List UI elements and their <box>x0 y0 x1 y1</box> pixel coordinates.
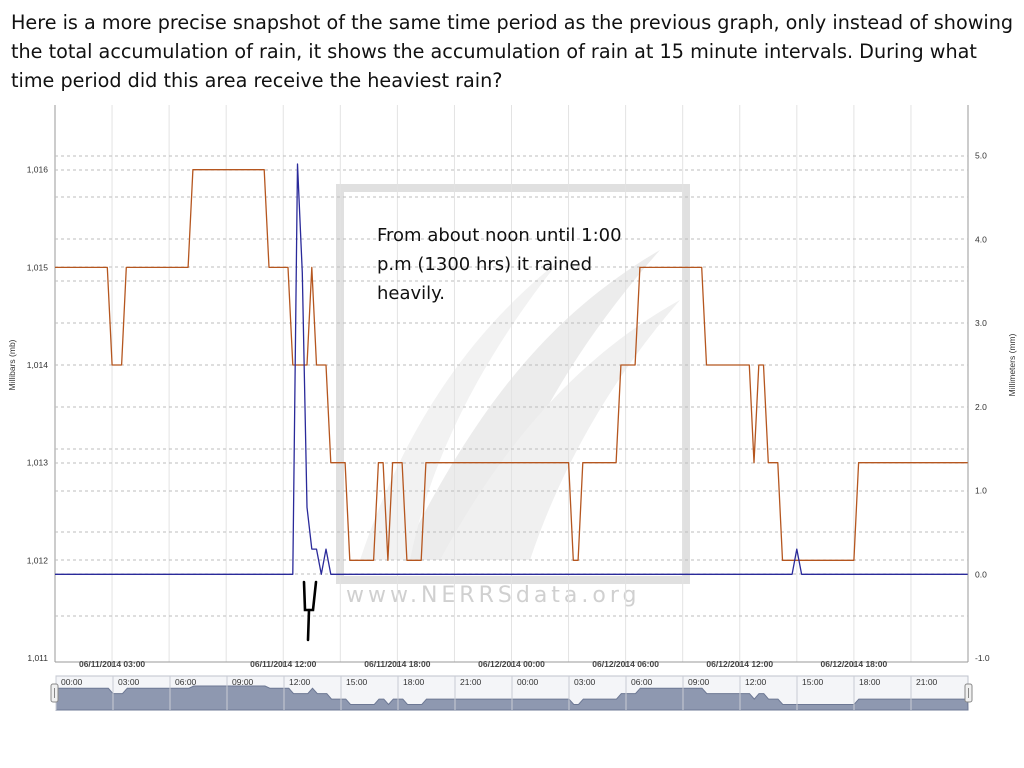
right-tick-label: 5.0 <box>975 151 987 161</box>
navigator-tick-label: 09:00 <box>688 677 710 687</box>
left-tick-label: 1,015 <box>27 262 49 272</box>
right-tick-label: 2.0 <box>975 402 987 412</box>
watermark-text: www.NERRSdata.org <box>346 583 640 608</box>
left-tick-label: 1,014 <box>27 360 49 370</box>
right-tick-label: 1.0 <box>975 486 987 496</box>
rain-series-line <box>55 163 968 575</box>
right-axis-title: Millimeters (mm) <box>1007 333 1017 396</box>
right-tick-label: 3.0 <box>975 318 987 328</box>
right-tick-label: 4.0 <box>975 234 987 244</box>
navigator-tick-label: 15:00 <box>802 677 824 687</box>
left-tick-label: 1,016 <box>27 165 49 175</box>
x-tick-label: 06/12/2014 06:00 <box>592 659 659 669</box>
question-text: Here is a more precise snapshot of the s… <box>11 11 1014 92</box>
x-tick-label: 06/11/2014 12:00 <box>250 659 316 669</box>
vertical-gridlines <box>111 105 912 662</box>
x-tick-label: 06/12/2014 12:00 <box>706 659 773 669</box>
navigator-tick-label: 18:00 <box>859 677 881 687</box>
time-navigator[interactable]: 00:00 03:00 06:00 09:00 12:00 15:00 18:00 21:00… <box>50 675 973 711</box>
left-tick-label: 1,012 <box>27 555 49 565</box>
left-tick-label: 1,011 <box>27 653 48 663</box>
x-tick-label: 06/11/2014 03:00 <box>79 659 145 669</box>
right-tick-label: -1.0 <box>975 653 990 663</box>
right-axis-ticks: -1.0 0.0 1.0 2.0 3.0 4.0 5.0 <box>975 151 990 663</box>
navigator-tick-label: 15:00 <box>346 677 368 687</box>
navigator-tick-label: 12:00 <box>289 677 311 687</box>
navigator-tick-label: 21:00 <box>460 677 482 687</box>
navigator-tick-label: 09:00 <box>232 677 254 687</box>
pressure-series-line <box>55 169 968 561</box>
left-tick-label: 1,013 <box>27 458 49 468</box>
x-tick-label: 06/12/2014 00:00 <box>478 659 545 669</box>
navigator-tick-label: 03:00 <box>118 677 140 687</box>
navigator-tick-label: 00:00 <box>517 677 539 687</box>
answer-callout: From about noon until 1:00 p.m (1300 hrs… <box>377 225 622 304</box>
navigator-tick-label: 00:00 <box>61 677 83 687</box>
navigator-tick-label: 06:00 <box>631 677 653 687</box>
x-axis-date-ticks: 06/11/2014 03:00 06/11/2014 12:00 06/11/20… <box>79 659 887 669</box>
navigator-ticks: 00:00 03:00 06:00 09:00 12:00 15:00 18:00 21:00… <box>55 676 938 710</box>
left-axis-title: Millibars (mb) <box>7 339 17 390</box>
left-axis-ticks: 1,011 1,012 1,013 1,014 1,015 1,016 <box>27 165 49 663</box>
navigator-tick-label: 06:00 <box>175 677 197 687</box>
x-tick-label: 06/11/2014 18:00 <box>364 659 430 669</box>
series-layer <box>55 163 968 575</box>
right-tick-label: 0.0 <box>975 569 987 579</box>
navigator-tick-label: 18:00 <box>403 677 425 687</box>
navigator-tick-label: 03:00 <box>574 677 596 687</box>
x-tick-label: 06/12/2014 18:00 <box>821 659 888 669</box>
navigator-tick-label: 21:00 <box>916 677 938 687</box>
navigator-tick-label: 12:00 <box>745 677 767 687</box>
hand-drawn-arrow <box>302 580 318 642</box>
